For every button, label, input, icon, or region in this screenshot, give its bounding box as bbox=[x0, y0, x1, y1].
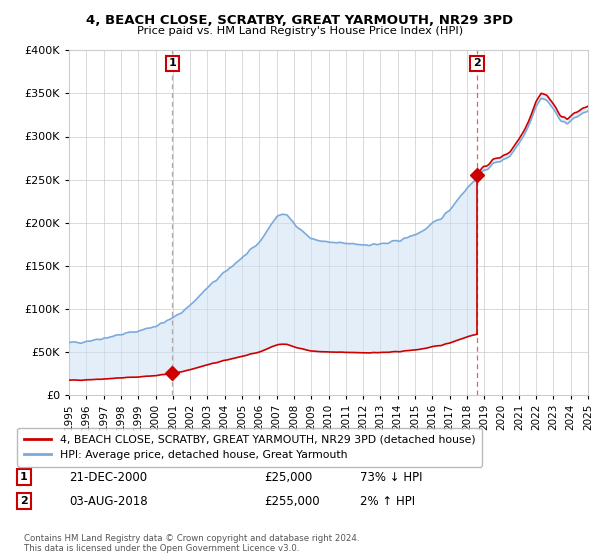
Text: 73% ↓ HPI: 73% ↓ HPI bbox=[360, 470, 422, 484]
Text: £25,000: £25,000 bbox=[264, 470, 312, 484]
Text: 2: 2 bbox=[20, 496, 28, 506]
Text: Contains HM Land Registry data © Crown copyright and database right 2024.
This d: Contains HM Land Registry data © Crown c… bbox=[24, 534, 359, 553]
Text: 2: 2 bbox=[473, 58, 481, 68]
Text: 2% ↑ HPI: 2% ↑ HPI bbox=[360, 494, 415, 508]
Legend: 4, BEACH CLOSE, SCRATBY, GREAT YARMOUTH, NR29 3PD (detached house), HPI: Average: 4, BEACH CLOSE, SCRATBY, GREAT YARMOUTH,… bbox=[17, 428, 482, 466]
Text: 21-DEC-2000: 21-DEC-2000 bbox=[69, 470, 147, 484]
Text: Price paid vs. HM Land Registry's House Price Index (HPI): Price paid vs. HM Land Registry's House … bbox=[137, 26, 463, 36]
Text: 1: 1 bbox=[169, 58, 176, 68]
Text: 1: 1 bbox=[20, 472, 28, 482]
Text: £255,000: £255,000 bbox=[264, 494, 320, 508]
Text: 4, BEACH CLOSE, SCRATBY, GREAT YARMOUTH, NR29 3PD: 4, BEACH CLOSE, SCRATBY, GREAT YARMOUTH,… bbox=[86, 14, 514, 27]
Text: 03-AUG-2018: 03-AUG-2018 bbox=[69, 494, 148, 508]
